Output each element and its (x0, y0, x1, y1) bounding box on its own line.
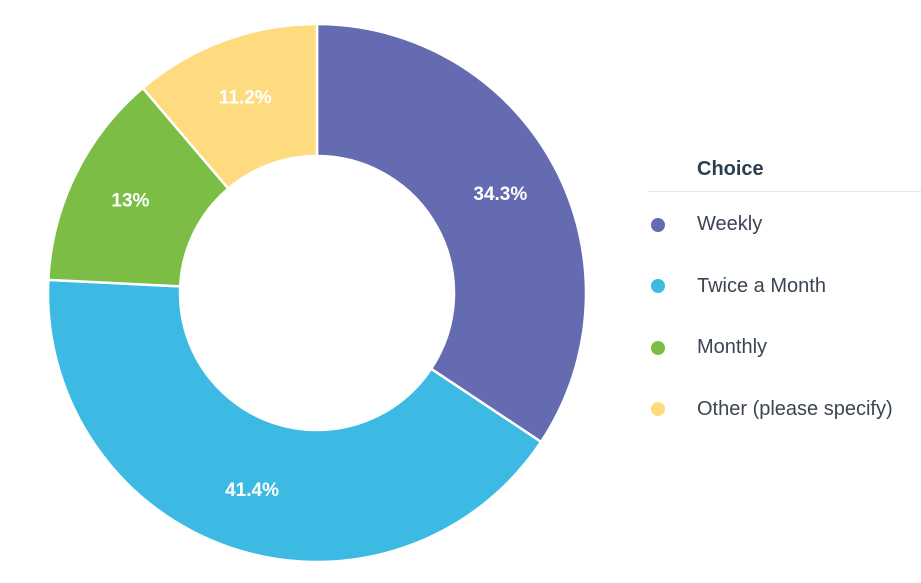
slice-label-weekly: 34.3% (473, 184, 527, 205)
slice-other-please-specify[interactable] (141, 22, 319, 190)
slice-label-twice-a-month: 41.4% (225, 480, 279, 501)
legend-swatch (651, 217, 665, 232)
legend-item-monthly[interactable]: Monthly (648, 317, 921, 379)
legend-swatch (651, 279, 665, 294)
legend-item-twice-a-month[interactable]: Twice a Month (648, 256, 921, 318)
slice-weekly[interactable] (315, 22, 588, 444)
labels-group: 34.3% 41.4% 13% 11.2% (111, 87, 527, 501)
legend-label: Other (please specify) (697, 397, 893, 420)
legend: Choice Weekly Twice a Month Monthly Othe… (648, 150, 921, 440)
slices-group (46, 22, 588, 564)
legend-label: Twice a Month (697, 274, 826, 297)
legend-label: Monthly (697, 336, 768, 359)
legend-item-other[interactable]: Other (please specify) (648, 379, 921, 441)
slice-label-other-please-specify: 11.2% (219, 87, 272, 108)
legend-title: Choice (648, 150, 921, 192)
legend-swatch (651, 340, 665, 355)
legend-list: Weekly Twice a Month Monthly Other (plea… (648, 194, 921, 440)
slice-twice-a-month[interactable] (46, 278, 543, 564)
slice-label-monthly: 13% (111, 191, 149, 212)
legend-label: Weekly (697, 213, 763, 236)
legend-swatch (651, 402, 665, 417)
donut-chart: 34.3% 41.4% 13% 11.2% (46, 22, 588, 564)
legend-item-weekly[interactable]: Weekly (648, 194, 921, 256)
